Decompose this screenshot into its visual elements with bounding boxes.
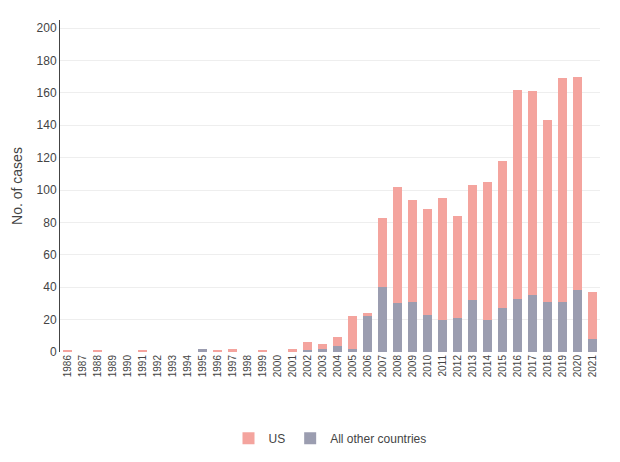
svg-text:60: 60: [43, 248, 57, 262]
svg-text:80: 80: [43, 216, 57, 230]
svg-text:2019: 2019: [557, 355, 568, 378]
svg-text:1997: 1997: [227, 355, 238, 378]
svg-text:1994: 1994: [182, 355, 193, 378]
svg-text:40: 40: [43, 280, 57, 294]
svg-text:2006: 2006: [362, 355, 373, 378]
svg-text:1993: 1993: [167, 355, 178, 378]
svg-text:No. of cases: No. of cases: [9, 147, 25, 225]
svg-text:1999: 1999: [257, 355, 268, 378]
svg-text:2005: 2005: [347, 355, 358, 378]
svg-text:US: US: [269, 432, 286, 446]
svg-text:2004: 2004: [332, 355, 343, 378]
svg-text:1989: 1989: [107, 355, 118, 378]
svg-text:1995: 1995: [197, 355, 208, 378]
svg-text:2008: 2008: [392, 355, 403, 378]
svg-text:2012: 2012: [452, 355, 463, 378]
svg-text:120: 120: [37, 151, 57, 165]
svg-text:180: 180: [37, 54, 57, 68]
svg-text:2000: 2000: [272, 355, 283, 378]
svg-text:1987: 1987: [77, 355, 88, 378]
svg-text:2016: 2016: [512, 355, 523, 378]
svg-text:140: 140: [37, 118, 57, 132]
svg-text:1992: 1992: [152, 355, 163, 378]
svg-text:2010: 2010: [422, 355, 433, 378]
svg-text:1998: 1998: [242, 355, 253, 378]
svg-text:2007: 2007: [377, 355, 388, 378]
svg-text:2021: 2021: [587, 355, 598, 378]
svg-text:0: 0: [50, 345, 57, 359]
svg-text:2013: 2013: [467, 355, 478, 378]
svg-text:2018: 2018: [542, 355, 553, 378]
svg-text:2002: 2002: [302, 355, 313, 378]
svg-text:1986: 1986: [62, 355, 73, 378]
svg-text:2020: 2020: [572, 355, 583, 378]
svg-text:100: 100: [37, 183, 57, 197]
svg-text:1996: 1996: [212, 355, 223, 378]
svg-text:2003: 2003: [317, 355, 328, 378]
svg-text:1988: 1988: [92, 355, 103, 378]
svg-text:All other countries: All other countries: [330, 432, 426, 446]
svg-text:2011: 2011: [437, 355, 448, 377]
svg-text:2014: 2014: [482, 355, 493, 378]
svg-text:200: 200: [37, 21, 57, 35]
svg-text:2017: 2017: [527, 355, 538, 378]
svg-text:2009: 2009: [407, 355, 418, 378]
svg-text:1991: 1991: [137, 355, 148, 378]
svg-text:2015: 2015: [497, 355, 508, 378]
svg-text:2001: 2001: [287, 355, 298, 378]
svg-text:20: 20: [43, 313, 57, 327]
svg-text:160: 160: [37, 86, 57, 100]
svg-text:1990: 1990: [122, 355, 133, 378]
